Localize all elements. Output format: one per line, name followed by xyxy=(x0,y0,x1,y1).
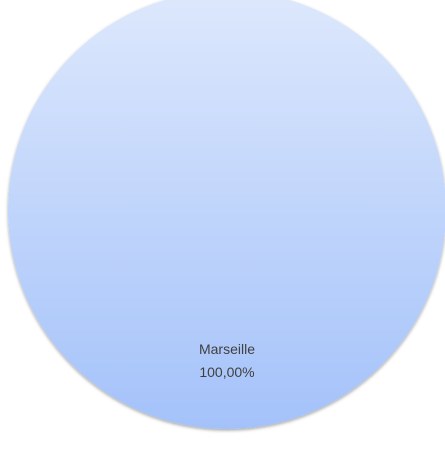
data-label-category: Marseille xyxy=(199,341,255,357)
pie-data-labels: Marseille 100,00% xyxy=(199,341,255,380)
pie-slice-marseille xyxy=(8,0,445,429)
pie-slices xyxy=(8,0,445,429)
data-label-value: 100,00% xyxy=(199,364,254,380)
